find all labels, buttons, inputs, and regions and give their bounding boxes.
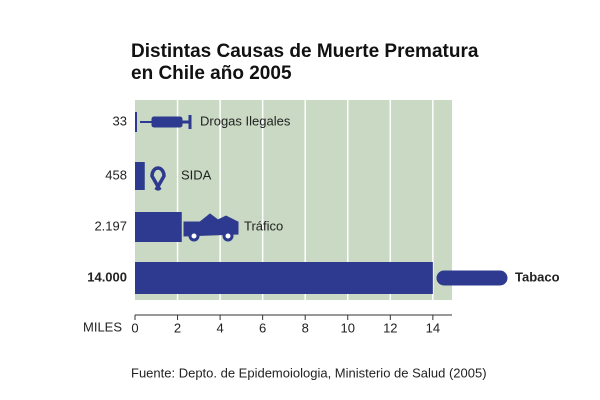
category-label: Tabaco: [515, 269, 560, 284]
bar: [135, 212, 182, 242]
x-tick-label: 6: [259, 320, 266, 335]
x-axis-label: MILES: [83, 319, 122, 334]
bar: [135, 162, 145, 190]
x-tick-label: 2: [174, 320, 181, 335]
value-label: 14.000: [87, 269, 127, 284]
bar: [135, 112, 137, 132]
x-tick-label: 14: [426, 320, 440, 335]
x-tick-label: 8: [302, 320, 309, 335]
x-tick-label: 12: [383, 320, 397, 335]
category-label: SIDA: [181, 167, 212, 182]
x-tick-label: 4: [216, 320, 223, 335]
source: Fuente: Depto. de Epidemoiologia, Minist…: [131, 365, 487, 380]
category-label: Drogas Ilegales: [200, 113, 291, 128]
category-label: Tráfico: [244, 218, 283, 233]
chart-title: en Chile año 2005: [131, 63, 292, 84]
value-label: 2.197: [94, 218, 127, 233]
chart-title: Distintas Causas de Muerte Prematura: [131, 41, 479, 62]
value-label: 458: [105, 167, 127, 182]
x-tick-label: 10: [341, 320, 355, 335]
icons: [140, 115, 508, 286]
bar: [135, 262, 433, 294]
x-tick-label: 0: [131, 320, 138, 335]
value-label: 33: [113, 113, 127, 128]
